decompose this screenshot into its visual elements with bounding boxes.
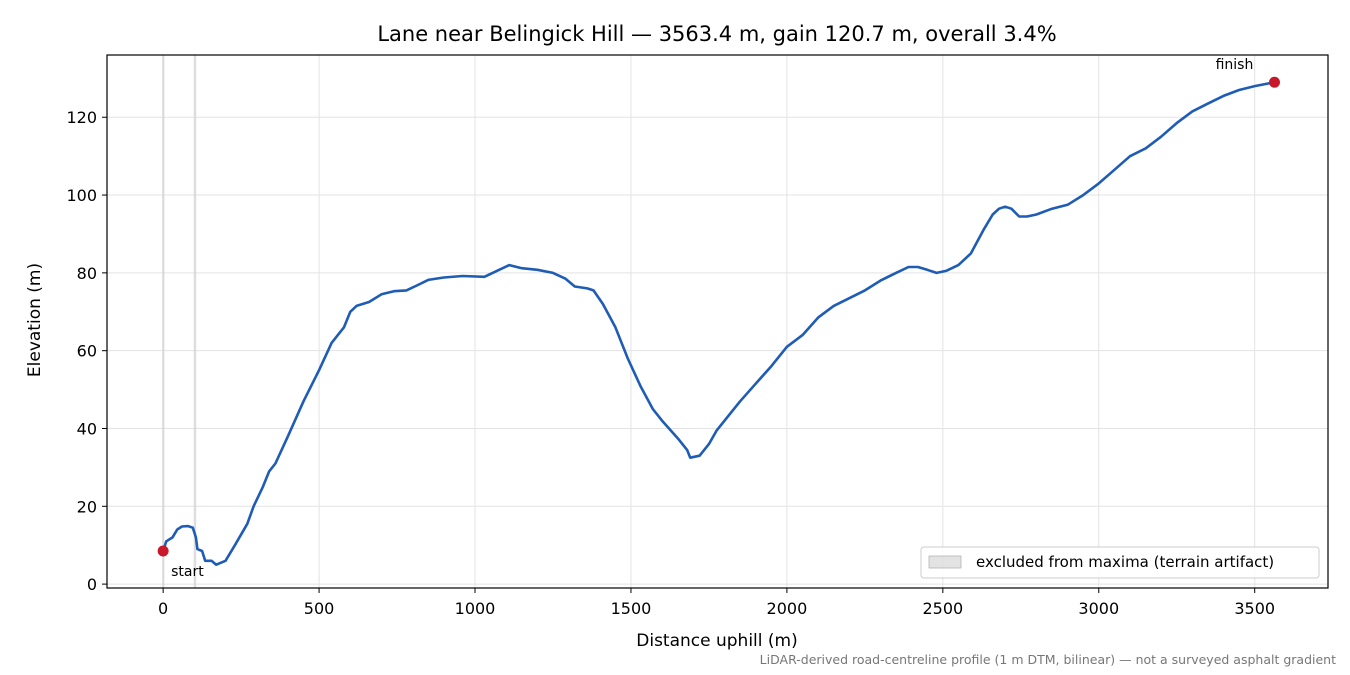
y-tick-label: 0 xyxy=(87,575,97,594)
y-tick-label: 60 xyxy=(77,342,97,361)
y-tick-label: 80 xyxy=(77,264,97,283)
x-tick-label: 0 xyxy=(158,599,168,618)
start-label: start xyxy=(171,564,204,580)
legend-box xyxy=(920,546,1320,579)
plot-frame xyxy=(106,54,1329,589)
x-tick-label: 500 xyxy=(304,599,335,618)
footnote: LiDAR-derived road-centreline profile (1… xyxy=(760,652,1336,667)
finish-marker xyxy=(1268,76,1280,88)
chart-title: Lane near Belingick Hill — 3563.4 m, gai… xyxy=(377,22,1056,46)
y-tick-label: 20 xyxy=(77,497,97,516)
x-tick-label: 3000 xyxy=(1078,599,1119,618)
legend-label: excluded from maxima (terrain artifact) xyxy=(976,553,1274,571)
elevation-line xyxy=(161,80,1276,566)
x-tick-label: 1500 xyxy=(611,599,652,618)
excluded-band xyxy=(193,55,197,588)
y-tick-label: 100 xyxy=(66,186,97,205)
x-tick-label: 2500 xyxy=(922,599,963,618)
x-tick-label: 3500 xyxy=(1234,599,1275,618)
y-axis-label: Elevation (m) xyxy=(25,263,45,377)
x-tick-label: 1000 xyxy=(455,599,496,618)
y-tick-label: 120 xyxy=(66,108,97,127)
x-axis-label: Distance uphill (m) xyxy=(636,631,797,651)
grid-lines xyxy=(107,55,1328,588)
legend: excluded from maxima (terrain artifact) xyxy=(920,546,1320,579)
y-axis-ticks: 0 20 40 60 80 100 120 xyxy=(66,108,107,594)
x-tick-label: 2000 xyxy=(767,599,808,618)
marker-layer: start finish xyxy=(157,57,1280,580)
legend-swatch xyxy=(928,555,962,569)
x-axis-ticks: 0 500 1000 1500 2000 2500 3000 3500 xyxy=(158,588,1275,618)
series-layer xyxy=(161,80,1276,566)
start-marker xyxy=(157,545,169,557)
finish-label: finish xyxy=(1216,57,1254,73)
excluded-bands xyxy=(162,55,197,588)
excluded-band xyxy=(162,55,165,588)
y-tick-label: 40 xyxy=(77,419,97,438)
